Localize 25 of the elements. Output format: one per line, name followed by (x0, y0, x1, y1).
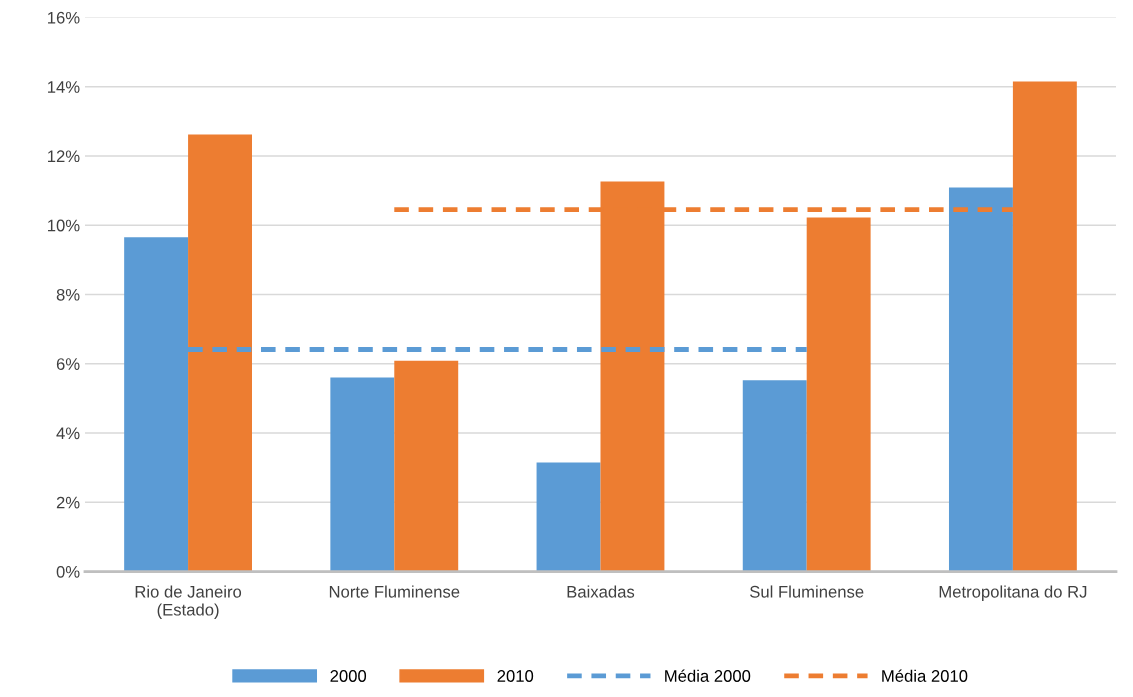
y-tick-label: 2% (56, 496, 80, 509)
bar (948, 187, 1013, 572)
bar (536, 462, 601, 572)
y-tick-label: 4% (56, 427, 80, 440)
bar (188, 134, 252, 572)
legend-label: Média 2000 (665, 669, 751, 682)
x-tick-label: Norte Fluminense (329, 585, 460, 598)
y-tick-label: 14% (48, 81, 80, 93)
x-tick-label: Baixadas (567, 585, 635, 598)
legend-label: 2000 (330, 670, 367, 682)
legend-label: Média 2010 (882, 669, 968, 682)
bar (806, 217, 871, 572)
x-tick-label: Rio de Janeiro (Estado) (135, 585, 242, 619)
legend-label: 2010 (497, 670, 534, 682)
y-tick-label: 16% (48, 11, 80, 24)
x-tick-label: Metropolitana do RJ (939, 585, 1087, 601)
x-tick-label: Sul Fluminense (750, 585, 864, 598)
bar (742, 380, 807, 572)
y-tick-label: 0% (56, 565, 80, 578)
bar (330, 377, 395, 572)
y-tick-label: 6% (56, 358, 80, 370)
bar (394, 360, 459, 572)
y-tick-label: 8% (56, 288, 80, 301)
y-tick-label: 12% (48, 150, 80, 163)
y-tick-label: 10% (48, 219, 80, 232)
